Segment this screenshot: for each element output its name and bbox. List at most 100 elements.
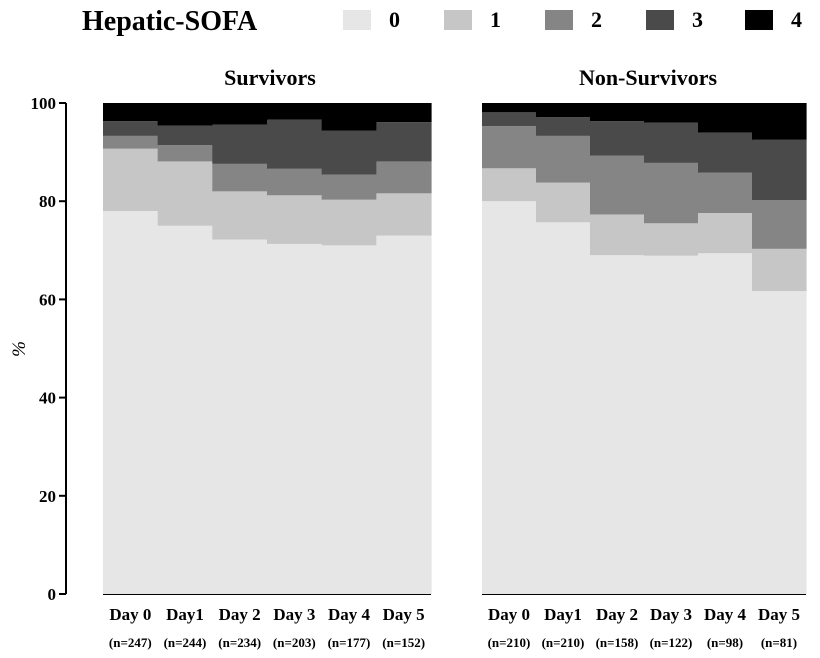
bar-p1-c6-score-4 [376, 103, 432, 123]
bar-p2-c6-score-1 [752, 248, 807, 292]
bar-p2-c5-score-4 [698, 103, 753, 133]
bar-p1-c4-score-3 [267, 119, 323, 169]
bar-p1-c3-score-0 [212, 239, 268, 595]
bar-p2-c3-score-0 [590, 255, 645, 594]
bar-p2-c3-score-4 [590, 103, 645, 122]
x-tick-label-p1-5: Day 4 [328, 605, 371, 624]
bar-p1-c1-score-3 [103, 121, 159, 136]
bar-p2-c5-score-3 [698, 132, 753, 173]
bar-p1-c3-score-1 [212, 191, 268, 240]
bar-p1-c1-score-0 [103, 211, 159, 594]
bar-p2-c6-score-0 [752, 291, 807, 594]
bar-p2-c3-score-1 [590, 214, 645, 256]
bar-p2-c2-score-2 [536, 135, 591, 183]
bar-p1-c6-score-1 [376, 193, 432, 236]
legend-swatch-4 [745, 10, 773, 30]
n-label-p1-6: (n=152) [382, 635, 425, 650]
y-tick-label-60: 60 [39, 290, 56, 309]
x-tick-label-p1-2: Day1 [166, 605, 204, 624]
legend-title: Hepatic-SOFA [82, 6, 258, 37]
bar-p1-c4-score-4 [267, 103, 323, 120]
bar-p2-c4-score-0 [644, 255, 699, 595]
bar-p1-c2-score-3 [157, 125, 213, 146]
panel-title-2: Non-Survivors [579, 65, 718, 90]
bar-p1-c6-score-0 [376, 235, 432, 594]
panel-title-1: Survivors [224, 65, 316, 90]
bar-p2-c2-score-3 [536, 117, 591, 136]
n-label-p1-2: (n=244) [164, 635, 207, 650]
y-tick-label-100: 100 [31, 94, 57, 113]
legend-label-2: 2 [591, 7, 602, 32]
legend-item-2: 2 [545, 7, 602, 32]
bar-p2-c5-score-1 [698, 212, 753, 254]
x-tick-label-p2-6: Day 5 [758, 605, 800, 624]
bar-p1-c4-score-0 [267, 243, 323, 595]
bar-p2-c4-score-1 [644, 223, 699, 256]
y-axis-label: % [9, 341, 30, 357]
bar-p2-c6-score-2 [752, 200, 807, 249]
x-tick-label-p2-5: Day 4 [704, 605, 747, 624]
y-tick-label-80: 80 [39, 192, 56, 211]
n-label-p1-1: (n=247) [109, 635, 152, 650]
bar-p1-c5-score-0 [321, 245, 377, 594]
bar-p1-c1-score-2 [103, 135, 159, 149]
n-label-p2-2: (n=210) [542, 635, 585, 650]
x-tick-label-p2-1: Day 0 [488, 605, 530, 624]
bar-p2-c6-score-3 [752, 139, 807, 201]
legend-item-1: 1 [444, 7, 501, 32]
n-label-p2-1: (n=210) [488, 635, 531, 650]
bar-p1-c5-score-2 [321, 174, 377, 200]
bar-p2-c1-score-3 [482, 112, 537, 127]
legend-item-3: 3 [646, 7, 703, 32]
bar-p1-c6-score-2 [376, 161, 432, 194]
n-label-p2-5: (n=98) [707, 635, 743, 650]
x-tick-label-p1-1: Day 0 [109, 605, 151, 624]
legend-label-3: 3 [692, 7, 703, 32]
bar-p2-c2-score-1 [536, 182, 591, 223]
bar-p1-c3-score-2 [212, 163, 268, 192]
y-tick-label-20: 20 [39, 487, 56, 506]
bar-p2-c5-score-2 [698, 172, 753, 213]
n-label-p2-6: (n=81) [761, 635, 797, 650]
legend-swatch-1 [444, 10, 472, 30]
bar-p2-c3-score-3 [590, 121, 645, 156]
bar-p1-c5-score-3 [321, 130, 377, 175]
n-label-p1-3: (n=234) [218, 635, 261, 650]
legend-swatch-2 [545, 10, 573, 30]
bar-p2-c4-score-4 [644, 103, 699, 123]
bar-p1-c4-score-1 [267, 195, 323, 244]
x-tick-label-p1-4: Day 3 [273, 605, 315, 624]
x-tick-label-p2-4: Day 3 [650, 605, 692, 624]
bar-p1-c5-score-4 [321, 103, 377, 131]
bar-p1-c3-score-3 [212, 124, 268, 164]
bar-p1-c2-score-0 [157, 225, 213, 594]
legend-swatch-0 [343, 10, 371, 30]
bar-p1-c2-score-1 [157, 161, 213, 226]
bar-p1-c4-score-2 [267, 168, 323, 196]
bar-p2-c4-score-2 [644, 162, 699, 224]
bar-p2-c1-score-1 [482, 168, 537, 202]
bar-p2-c1-score-2 [482, 126, 537, 169]
bar-p1-c1-score-4 [103, 103, 159, 122]
legend-item-4: 4 [745, 7, 802, 32]
bar-p1-c1-score-1 [103, 148, 159, 212]
bar-p1-c6-score-3 [376, 122, 432, 162]
bar-p1-c5-score-1 [321, 199, 377, 246]
x-tick-label-p2-3: Day 2 [596, 605, 638, 624]
x-tick-label-p1-3: Day 2 [219, 605, 261, 624]
bar-p2-c6-score-4 [752, 103, 807, 140]
x-tick-label-p1-6: Day 5 [383, 605, 425, 624]
bar-p2-c4-score-3 [644, 122, 699, 163]
bar-p2-c3-score-2 [590, 155, 645, 215]
bar-p1-c3-score-4 [212, 103, 268, 125]
y-tick-label-0: 0 [48, 585, 57, 604]
legend-label-4: 4 [791, 7, 802, 32]
n-label-p2-4: (n=122) [650, 635, 693, 650]
bar-p2-c1-score-0 [482, 201, 537, 594]
n-label-p1-4: (n=203) [273, 635, 316, 650]
legend-swatch-3 [646, 10, 674, 30]
bar-p1-c2-score-2 [157, 145, 213, 162]
bar-p2-c2-score-0 [536, 222, 591, 595]
bar-p1-c2-score-4 [157, 103, 213, 126]
legend-label-1: 1 [490, 7, 501, 32]
